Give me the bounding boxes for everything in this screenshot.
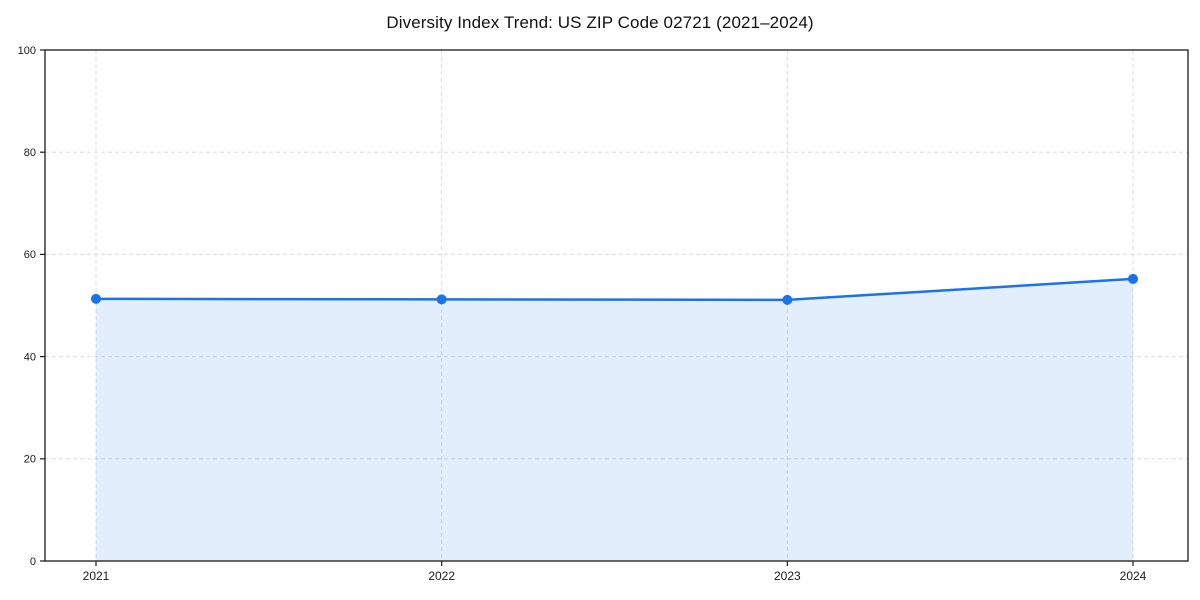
chart-title: Diversity Index Trend: US ZIP Code 02721… bbox=[386, 13, 814, 32]
data-point bbox=[1128, 273, 1138, 284]
gridlines bbox=[45, 50, 1188, 561]
y-tick-label: 60 bbox=[24, 249, 36, 261]
data-point bbox=[782, 294, 793, 305]
y-axis-ticks: 0 20 40 60 80 100 bbox=[18, 45, 45, 568]
plot-border bbox=[44, 49, 1189, 562]
x-tick-label: 2024 bbox=[1120, 569, 1147, 583]
x-tick-label: 2022 bbox=[428, 569, 455, 583]
y-tick-label: 80 bbox=[24, 147, 36, 159]
y-tick-label: 0 bbox=[30, 556, 36, 568]
y-tick-label: 100 bbox=[18, 45, 36, 57]
y-tick-label: 20 bbox=[24, 454, 36, 466]
x-tick-label: 2023 bbox=[774, 569, 801, 583]
x-axis-ticks: 2021 2022 2023 2024 bbox=[83, 561, 1147, 583]
data-point bbox=[91, 293, 101, 304]
data-point bbox=[436, 294, 447, 305]
data-point-markers bbox=[91, 273, 1138, 305]
area-fill bbox=[96, 278, 1133, 561]
trend-line bbox=[94, 277, 1135, 302]
x-tick-label: 2021 bbox=[83, 569, 110, 583]
y-tick-label: 40 bbox=[24, 351, 36, 363]
